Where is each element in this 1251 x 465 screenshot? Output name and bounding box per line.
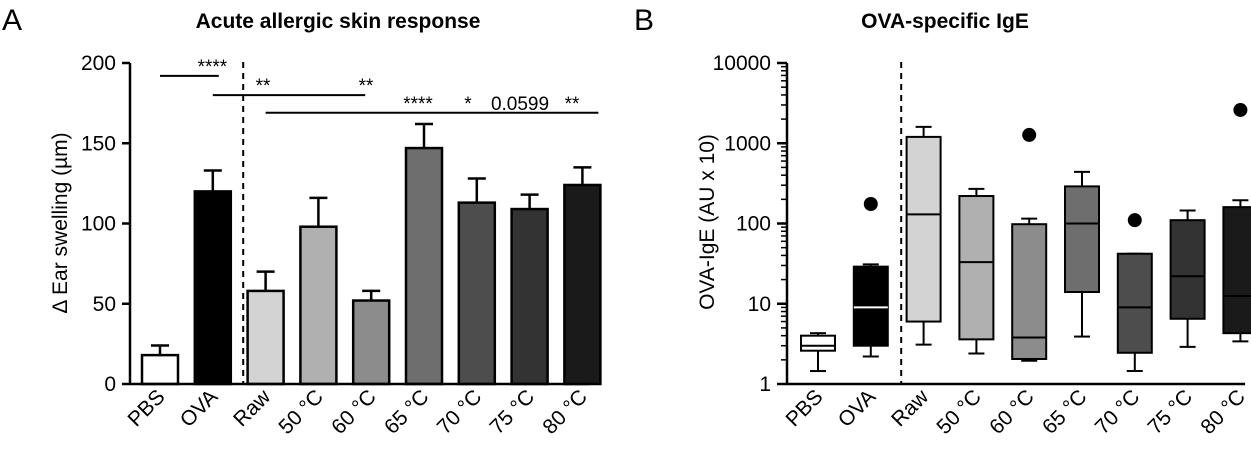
outlier-70-c	[1127, 213, 1142, 228]
bar-70-c	[457, 201, 497, 386]
panel-b-boxes	[800, 62, 1251, 384]
outlier-80-c	[1233, 102, 1248, 117]
panel-b: B OVA-specific IgE OVA-IgE (AU x 10) 1 10…	[634, 4, 1251, 439]
box-60-c	[1011, 223, 1048, 360]
y-tick-label: 100	[81, 213, 116, 236]
box-80-c	[1222, 206, 1251, 335]
category-label-70-c: 70 °C	[433, 385, 487, 439]
bar-65-c	[404, 146, 444, 386]
category-label-60-c: 60 °C	[985, 385, 1039, 439]
panel-a-title: Acute allergic skin response	[196, 10, 481, 33]
sig-label-65c: ****	[403, 94, 433, 115]
panel-a-label: A	[2, 4, 22, 37]
category-label-50-c: 50 °C	[932, 385, 986, 439]
box-ova	[852, 265, 889, 347]
sig-label-75c: 0.0599	[491, 94, 549, 115]
panel-b-y-axis-label: OVA-IgE (AU x 10)	[696, 134, 719, 310]
panel-a-y-axis-label: Δ Ear swelling (µm)	[49, 132, 72, 313]
bar-ova	[193, 190, 233, 386]
category-label-75-c: 75 °C	[1144, 385, 1198, 439]
category-label-65-c: 65 °C	[1038, 385, 1092, 439]
sig-label-ova-60c: **	[359, 76, 374, 97]
bar-raw	[246, 289, 285, 386]
panel-a-category-labels: PBS OVA Raw 50 °C 60 °C 65 °C 70 °C 75 °C 80 °C	[124, 385, 592, 439]
y-tick-label: 10000	[713, 52, 771, 75]
panel-b-y-ticks: 1 10 100 1000 10000	[713, 52, 787, 396]
category-label-pbs: PBS	[782, 385, 828, 431]
bar-75-c	[510, 207, 549, 386]
panel-a-bars	[140, 122, 602, 386]
panel-b-category-labels: PBS OVA Raw 50 °C 60 °C 65 °C 70 °C 75 °C 80 °C	[782, 385, 1250, 439]
category-label-70-c: 70 °C	[1091, 385, 1145, 439]
box-70-c	[1116, 252, 1153, 354]
box-65-c	[1064, 185, 1100, 294]
panel-a-significance: ****** ****** * 0.0599 **	[160, 57, 599, 384]
category-label-65-c: 65 °C	[380, 385, 434, 439]
bar-60-c	[351, 299, 391, 386]
category-label-80-c: 80 °C	[538, 385, 592, 439]
y-tick-label: 200	[81, 52, 116, 75]
outlier-ova	[863, 196, 878, 211]
category-label-pbs: PBS	[124, 385, 170, 431]
panel-b-title: OVA-specific IgE	[861, 10, 1029, 33]
panel-a-y-ticks: 0 50 100 150 200	[81, 52, 130, 396]
sig-label-ova-raw: **	[256, 76, 271, 97]
box-raw	[905, 135, 942, 323]
bar-pbs	[140, 353, 180, 386]
panel-b-label: B	[634, 4, 654, 37]
category-label-75-c: 75 °C	[486, 385, 540, 439]
bar-50-c	[299, 225, 338, 386]
outlier-60-c	[1022, 127, 1037, 142]
category-label-ova: OVA	[176, 385, 223, 432]
category-label-50-c: 50 °C	[274, 385, 328, 439]
category-label-raw: Raw	[229, 385, 276, 432]
y-tick-label: 0	[104, 373, 116, 396]
sig-label-70c: *	[464, 94, 472, 115]
category-label-ova: OVA	[834, 385, 881, 432]
y-tick-label: 1000	[724, 132, 771, 155]
box-50-c	[958, 195, 995, 341]
category-label-raw: Raw	[887, 385, 934, 432]
box-75-c	[1169, 219, 1206, 320]
sig-label-80c: **	[565, 94, 580, 115]
box-pbs	[800, 334, 836, 352]
sig-label-pbs-ova: ****	[198, 57, 228, 78]
category-label-80-c: 80 °C	[1196, 385, 1250, 439]
bar-80-c	[563, 183, 602, 386]
panel-a: A Acute allergic skin response Δ Ear swe…	[2, 4, 602, 439]
y-tick-label: 50	[93, 293, 116, 316]
y-tick-label: 100	[736, 213, 771, 236]
y-tick-label: 150	[81, 132, 116, 155]
y-tick-label: 1	[759, 373, 771, 396]
category-label-60-c: 60 °C	[327, 385, 381, 439]
y-tick-label: 10	[748, 293, 771, 316]
